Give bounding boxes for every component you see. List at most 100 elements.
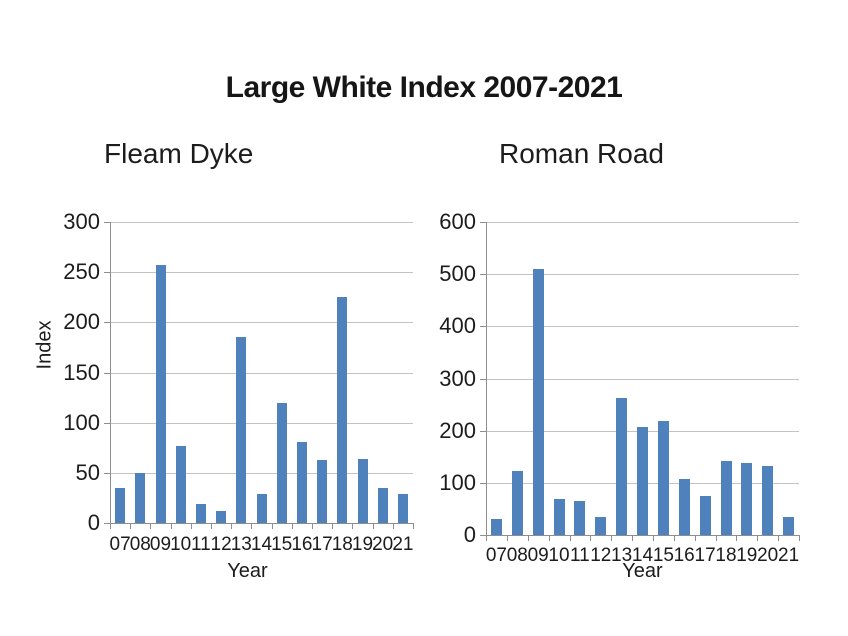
x-axis-tickmark (673, 535, 675, 541)
y-axis-tickmark (480, 222, 486, 223)
bar-21 (397, 493, 408, 523)
y-tick-label: 600 (439, 209, 476, 234)
y-tick-label: 500 (439, 261, 476, 287)
bar-17 (317, 459, 328, 523)
x-axis-tickmark (506, 535, 508, 541)
bar-07 (490, 519, 502, 535)
x-tick-label: 10 (548, 545, 570, 566)
bar-15 (657, 420, 669, 535)
x-axis-line (110, 523, 413, 524)
x-tick-label: 15 (271, 534, 293, 555)
y-tick-label: 100 (439, 469, 476, 495)
x-axis-tickmark (652, 535, 654, 541)
chart-main-title: Large White Index 2007-2021 (225, 71, 623, 104)
x-tick-label: 14 (631, 545, 654, 566)
gridline (110, 372, 413, 374)
x-axis-tickmark (632, 535, 634, 541)
x-tick-label: 12 (210, 534, 232, 555)
bar-11 (574, 501, 586, 535)
bar-16 (296, 441, 307, 523)
x-axis-tickmark (332, 523, 334, 529)
x-tick-label: 13 (230, 534, 252, 555)
x-axis-tickmark (413, 523, 414, 529)
x-tick-label: 09 (527, 545, 549, 566)
bar-17 (699, 496, 711, 535)
gridline (110, 272, 413, 274)
x-tick-label: 08 (129, 534, 151, 555)
x-tick-label: 12 (590, 545, 612, 566)
x-tick-label: 16 (291, 534, 313, 555)
x-axis-tickmark (590, 535, 592, 541)
y-axis-line (486, 222, 487, 535)
roman-road-subtitle: Roman Road (499, 138, 664, 169)
x-tick-label: 13 (611, 545, 633, 566)
x-tick-label: 21 (392, 534, 414, 555)
x-tick-label: 19 (736, 545, 758, 566)
gridline (110, 472, 413, 474)
bar-21 (783, 517, 795, 535)
bar-12 (595, 517, 607, 535)
bar-18 (720, 460, 732, 535)
bar-10 (175, 445, 186, 523)
y-axis-tickmark (480, 326, 486, 328)
x-axis-tickmark (150, 523, 152, 529)
bar-19 (357, 458, 368, 523)
x-axis-tickmark (799, 535, 800, 541)
x-axis-tickmark (251, 523, 253, 529)
x-tick-label: 20 (757, 545, 779, 566)
x-axis-tickmark (352, 523, 354, 529)
y-axis-tickmark (480, 535, 486, 536)
x-axis-tickmark (736, 535, 738, 541)
y-tick-label: 400 (439, 313, 476, 339)
y-tick-label: 250 (63, 259, 100, 285)
gridline (110, 422, 413, 424)
gridline (486, 274, 799, 276)
y-axis-tickmark (480, 482, 486, 484)
gridline (486, 378, 799, 380)
gridline (486, 222, 799, 223)
fleam-dyke-subtitle: Fleam Dyke (104, 138, 254, 169)
bar-12 (216, 511, 227, 523)
x-tick-label: 10 (170, 534, 192, 555)
x-axis-tickmark (715, 535, 717, 541)
y-axis-tickmark (480, 430, 486, 432)
bar-10 (553, 498, 565, 535)
y-tick-label: 100 (63, 409, 100, 435)
x-axis-tickmark (231, 523, 233, 529)
x-axis-tickmark (190, 523, 192, 529)
roman-road-x-axis-label-year: Year (622, 560, 663, 582)
bar-18 (337, 297, 348, 524)
x-axis-tickmark (372, 523, 374, 529)
x-axis-tickmark (170, 523, 172, 529)
x-tick-label: 17 (311, 534, 333, 555)
y-tick-label: 150 (63, 359, 100, 385)
gridline (486, 326, 799, 328)
x-axis-tickmark (211, 523, 212, 529)
bar-19 (741, 463, 753, 535)
y-tick-label: 0 (463, 522, 476, 547)
bar-08 (135, 472, 146, 523)
x-tick-label: 11 (570, 545, 590, 566)
x-tick-label: 09 (149, 534, 172, 555)
x-axis-tickmark (527, 535, 529, 541)
y-axis-tickmark (480, 378, 486, 380)
y-axis-tickmark (104, 422, 110, 424)
x-tick-label: 16 (673, 545, 695, 566)
bar-11 (195, 503, 206, 523)
x-axis-tickmark (392, 523, 394, 529)
x-tick-label: 20 (372, 534, 394, 555)
y-axis-tickmark (104, 523, 110, 524)
x-axis-tickmark (778, 535, 780, 541)
bar-09 (155, 265, 166, 523)
bar-14 (637, 427, 648, 535)
gridline (110, 222, 413, 223)
x-axis-tickmark (611, 535, 613, 541)
x-tick-label: 18 (331, 534, 353, 555)
y-tick-label: 0 (87, 510, 100, 535)
x-axis-tickmark (312, 523, 313, 529)
x-axis-tickmark (486, 535, 487, 541)
y-axis-tickmark (104, 222, 110, 223)
x-tick-label: 14 (250, 534, 273, 555)
